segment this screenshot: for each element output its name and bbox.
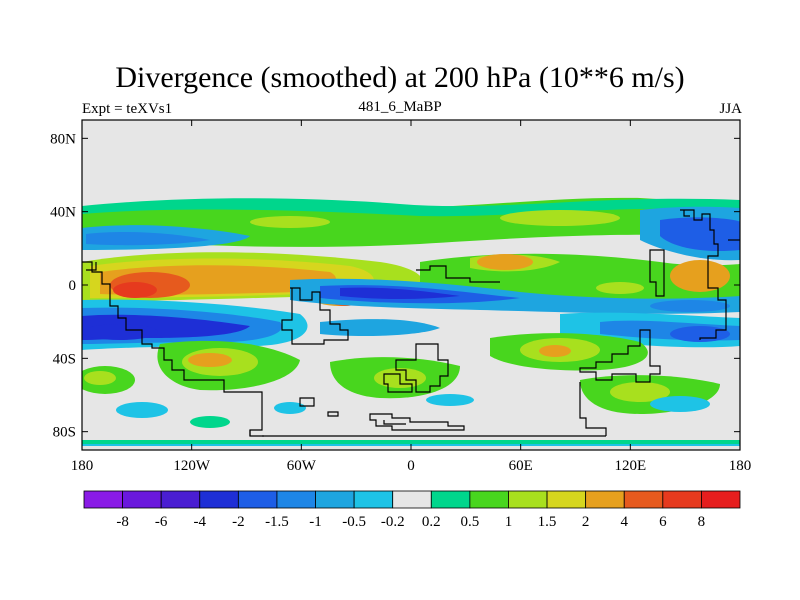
colorbar-label-8: 0.2 [422, 514, 441, 530]
colorbar-box-5 [276, 490, 316, 509]
colorbar-label-14: 6 [659, 514, 667, 530]
colorbar-box-16 [701, 490, 741, 509]
colorbar-box-9 [430, 490, 471, 509]
colorbar-box-10 [469, 490, 509, 509]
lon-tick-label-3: 0 [407, 458, 415, 474]
colorbar-label-15: 8 [698, 514, 706, 530]
colorbar-box-13 [585, 490, 625, 509]
lon-tick-label-1: 120W [173, 458, 211, 474]
colorbar-box-15 [662, 490, 702, 509]
lon-tick-label-6: 180 [729, 458, 752, 474]
lon-tick-label-0: 180 [71, 458, 94, 474]
colorbar-box-14 [623, 490, 664, 509]
plot-title: Divergence (smoothed) at 200 hPa (10**6 … [115, 61, 685, 94]
colorbar-label-3: -2 [232, 514, 245, 530]
coastlines [82, 209, 740, 437]
colorbar-box-8 [392, 490, 432, 509]
colorbar-label-5: -1 [309, 514, 322, 530]
colorbar-box-6 [315, 490, 355, 509]
colorbar-label-0: -8 [116, 514, 129, 530]
divergence-field [82, 197, 740, 446]
colorbar-label-4: -1.5 [265, 514, 289, 530]
colorbar-box-7 [353, 490, 394, 509]
run-id-label: 481_6_MaBP [358, 99, 442, 115]
lon-tick-label-2: 60W [287, 458, 317, 474]
colorbar-box-3 [199, 490, 239, 509]
colorbar-label-1: -6 [155, 514, 168, 530]
colorbar-label-10: 1 [505, 514, 513, 530]
colorbar-box-1 [122, 490, 162, 509]
colorbar-box-12 [546, 490, 587, 509]
colorbar-label-9: 0.5 [461, 514, 480, 530]
colorbar-label-2: -4 [194, 514, 207, 530]
colorbar: -8 -6 -4 -2 -1.5 -1 -0.5 -0.2 0.2 0.5 1 1.5 2 4 6 8 [83, 490, 741, 530]
lat-tick-label-0: 80N [50, 131, 76, 147]
lat-tick-label-3: 40S [53, 351, 76, 367]
lat-tick-label-2: 0 [69, 278, 77, 294]
lon-tick-label-5: 120E [614, 458, 646, 474]
colorbar-box-11 [508, 490, 548, 509]
colorbar-box-0 [83, 490, 123, 509]
axis-ticks: 80N 40N 0 40S 80S 180 120W 60W 0 60E 120E 180 [50, 120, 751, 474]
experiment-label: Expt = teXVs1 [82, 101, 173, 117]
colorbar-label-12: 2 [582, 514, 590, 530]
colorbar-label-13: 4 [620, 514, 628, 530]
colorbar-box-4 [237, 490, 278, 509]
colorbar-label-11: 1.5 [538, 514, 557, 530]
lon-tick-label-4: 60E [509, 458, 533, 474]
colorbar-box-2 [160, 490, 201, 509]
season-label: JJA [719, 101, 742, 117]
colorbar-label-6: -0.5 [342, 514, 366, 530]
lat-tick-label-1: 40N [50, 205, 76, 221]
colorbar-label-7: -0.2 [381, 514, 405, 530]
lat-tick-label-4: 80S [53, 425, 76, 441]
